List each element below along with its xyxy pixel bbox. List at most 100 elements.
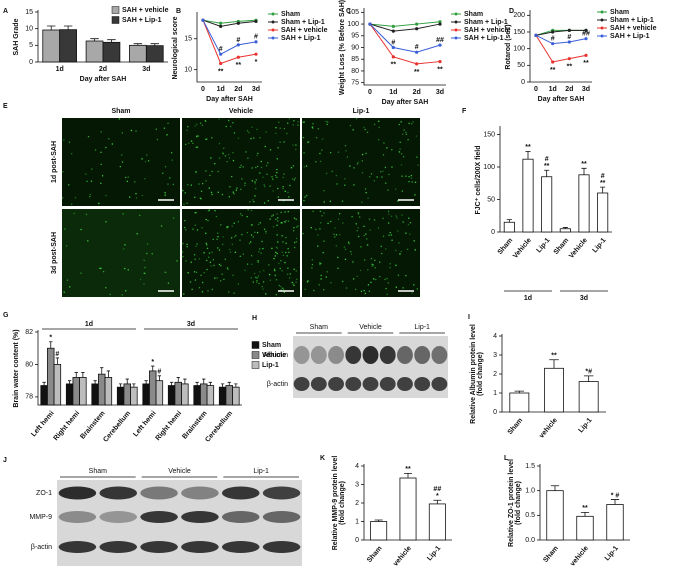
- bar: [102, 41, 121, 63]
- speckle: [232, 159, 235, 162]
- significance-mark: #: [415, 44, 419, 51]
- speckle: [256, 277, 258, 279]
- speckle: [258, 251, 260, 253]
- error-bar: [506, 219, 512, 223]
- speckle: [319, 262, 321, 264]
- speckle: [397, 200, 399, 202]
- speckle: [315, 137, 318, 139]
- speckle: [352, 260, 354, 263]
- speckle: [323, 212, 325, 214]
- point: [368, 22, 372, 26]
- error-bar: [151, 365, 155, 371]
- blot-band: [99, 511, 138, 523]
- speckle: [100, 267, 102, 270]
- speckle: [400, 164, 403, 166]
- x-tick-label: Right hemi: [155, 410, 184, 442]
- speckle: [373, 180, 376, 182]
- speckle: [302, 232, 304, 235]
- bar: [559, 228, 571, 233]
- speckle: [287, 247, 289, 250]
- speckle: [277, 147, 279, 149]
- significance-mark: **: [414, 69, 420, 76]
- x-tick-label: Vehicle: [512, 237, 533, 260]
- speckle: [228, 153, 230, 156]
- speckle: [186, 243, 188, 246]
- speckle: [347, 241, 350, 243]
- speckle: [407, 139, 409, 141]
- speckle: [278, 121, 280, 123]
- speckle: [207, 256, 210, 258]
- x-tick-label: 1d: [389, 89, 397, 96]
- x-tick-label: 3d: [252, 86, 260, 93]
- speckle: [303, 121, 305, 123]
- x-tick-label: Left hemi: [30, 410, 55, 438]
- speckle: [260, 252, 262, 254]
- legend-label: Vehicle: [262, 352, 286, 359]
- y-tick-label: 0: [491, 229, 495, 236]
- x-tick-label: Lip-1: [604, 545, 620, 562]
- error-bar: [234, 383, 238, 388]
- speckle: [292, 283, 294, 285]
- panel-label: A: [3, 8, 8, 15]
- speckle: [228, 196, 230, 198]
- speckle: [307, 141, 310, 143]
- panel-label: D: [509, 8, 514, 15]
- bar: [85, 40, 104, 63]
- speckle: [196, 123, 198, 126]
- speckle: [268, 273, 271, 276]
- bar: [541, 176, 553, 233]
- speckle: [416, 156, 418, 158]
- speckle: [307, 141, 309, 144]
- speckle: [307, 280, 309, 282]
- point: [236, 21, 240, 25]
- point: [391, 45, 395, 50]
- x-tick-label: 2d: [413, 89, 421, 96]
- speckle: [259, 248, 261, 250]
- significance-mark: **: [218, 68, 224, 75]
- significance-mark: #: [567, 34, 571, 41]
- speckle: [271, 215, 273, 217]
- speckle: [217, 191, 219, 193]
- speckle: [415, 135, 418, 137]
- speckle: [216, 238, 218, 240]
- speckle: [286, 255, 288, 257]
- speckle: [399, 253, 401, 255]
- speckle: [135, 130, 137, 132]
- blot-band: [140, 541, 178, 553]
- column-label: Vehicle: [168, 468, 191, 475]
- speckle: [228, 119, 230, 122]
- speckle: [284, 261, 286, 264]
- speckle: [223, 278, 225, 281]
- speckle: [282, 176, 284, 179]
- error-bar: [550, 485, 560, 491]
- panel-label: K: [320, 455, 325, 462]
- speckle: [124, 244, 126, 246]
- speckle: [368, 290, 371, 292]
- speckle: [80, 272, 82, 274]
- speckle: [233, 132, 236, 134]
- speckle: [405, 274, 407, 277]
- speckle: [184, 192, 186, 194]
- speckle: [315, 161, 317, 163]
- speckle: [257, 260, 259, 262]
- speckle: [408, 176, 410, 178]
- error-bar: [100, 367, 104, 375]
- speckle: [130, 129, 133, 132]
- x-tick-label: Sham: [497, 237, 515, 256]
- speckle: [272, 178, 274, 180]
- y-axis-label: Neurological score: [172, 16, 179, 79]
- speckle: [121, 132, 124, 134]
- speckle: [251, 224, 253, 226]
- speckle: [413, 240, 415, 242]
- speckle: [230, 237, 233, 239]
- speckle: [217, 170, 219, 173]
- speckle: [400, 153, 403, 155]
- speckle: [257, 261, 259, 263]
- speckle: [265, 131, 267, 133]
- point: [534, 33, 538, 37]
- significance-mark: #: [601, 173, 605, 180]
- speckle: [283, 221, 286, 223]
- speckle: [320, 262, 322, 265]
- speckle: [390, 215, 393, 217]
- bar: [65, 383, 74, 406]
